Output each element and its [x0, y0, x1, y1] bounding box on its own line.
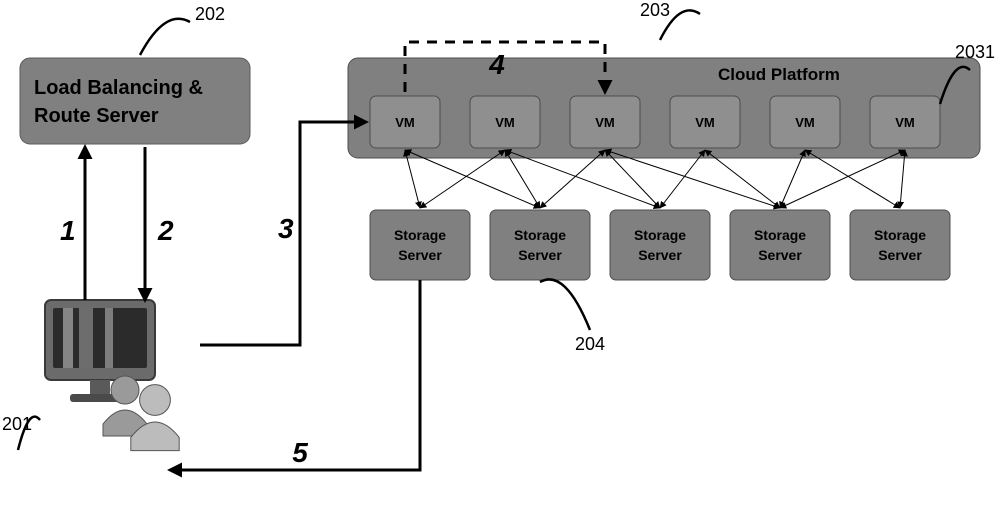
vm-storage-link	[900, 150, 905, 208]
vm-storage-links	[405, 150, 905, 208]
vm-label: VM	[595, 115, 615, 130]
storage-node: Storage Server	[490, 210, 590, 280]
load-balancer-line2: Route Server	[34, 105, 159, 127]
client-workstation-icon	[45, 300, 179, 451]
vm-label: VM	[795, 115, 815, 130]
storage-row: StorageServerStorageServerStorageServerS…	[370, 210, 950, 280]
storage-label: Storage	[394, 227, 446, 243]
callout-201-label: 201	[2, 414, 32, 434]
storage-node: Storage Server	[370, 210, 470, 280]
storage-label: Server	[518, 247, 562, 263]
vm-label: VM	[395, 115, 415, 130]
vm-node: VM	[470, 96, 540, 148]
vm-storage-link	[605, 150, 780, 208]
storage-label: Storage	[754, 227, 806, 243]
vm-node: VM	[670, 96, 740, 148]
flow-1-label: 1	[60, 215, 76, 246]
storage-label: Server	[398, 247, 442, 263]
callout-2031-label: 2031	[955, 42, 995, 62]
flow-3-label: 3	[278, 213, 294, 244]
callout-203-label: 203	[640, 0, 670, 20]
load-balancer-line1: Load Balancing &	[34, 77, 203, 99]
storage-node: Storage Server	[730, 210, 830, 280]
vm-storage-link	[660, 150, 705, 208]
vm-storage-link	[780, 150, 805, 208]
storage-node: Storage Server	[850, 210, 950, 280]
vm-label: VM	[495, 115, 515, 130]
vm-storage-link	[540, 150, 605, 208]
vm-storage-link	[505, 150, 660, 208]
vm-storage-link	[405, 150, 420, 208]
callout-204-label: 204	[575, 334, 605, 354]
storage-label: Server	[638, 247, 682, 263]
callout-202-leader	[140, 19, 190, 55]
vm-storage-link	[420, 150, 505, 208]
callout-202-label: 202	[195, 4, 225, 24]
cloud-platform-title: Cloud Platform	[718, 65, 840, 84]
storage-label: Server	[758, 247, 802, 263]
vm-node: VM	[570, 96, 640, 148]
vm-storage-link	[405, 150, 540, 208]
storage-label: Server	[878, 247, 922, 263]
flow-2-label: 2	[157, 215, 174, 246]
load-balancer: Load Balancing & Route Server	[20, 58, 250, 144]
storage-node: Storage Server	[610, 210, 710, 280]
vm-storage-link	[505, 150, 540, 208]
flow-5-label: 5	[292, 437, 308, 468]
storage-label: Storage	[634, 227, 686, 243]
vm-node: VM	[770, 96, 840, 148]
vm-label: VM	[695, 115, 715, 130]
vm-node: VM	[370, 96, 440, 148]
vm-label: VM	[895, 115, 915, 130]
storage-label: Storage	[874, 227, 926, 243]
callout-204-leader	[540, 279, 590, 330]
vm-node: VM	[870, 96, 940, 148]
cloud-platform: Cloud Platform VM VM VM VM VM VM	[348, 58, 980, 158]
storage-label: Storage	[514, 227, 566, 243]
flow-4-label: 4	[488, 49, 505, 80]
vm-storage-link	[705, 150, 780, 208]
